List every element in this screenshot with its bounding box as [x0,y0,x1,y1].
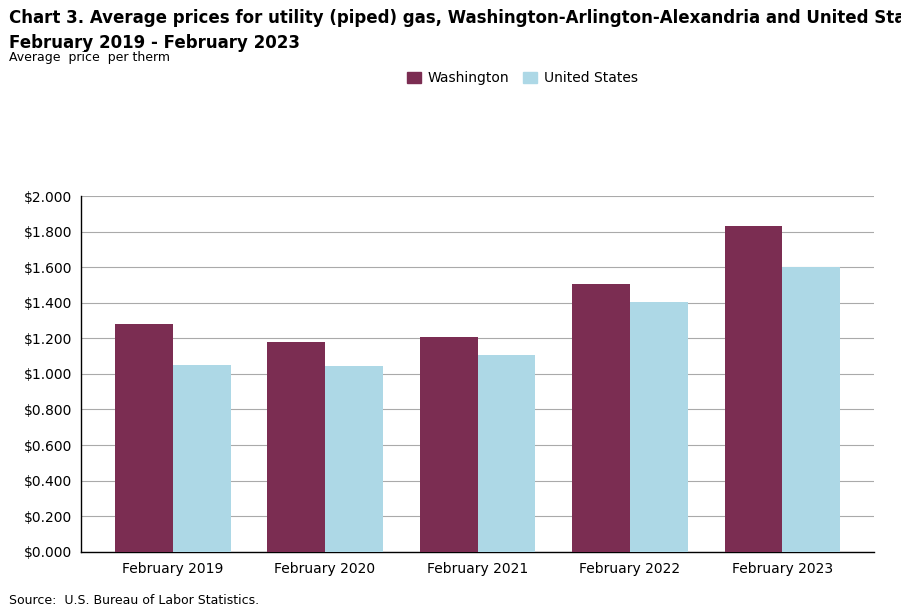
Legend: Washington, United States: Washington, United States [407,71,638,85]
Bar [478,355,535,552]
Bar [173,365,231,552]
Bar [630,302,688,552]
Bar [325,365,383,552]
Bar [267,342,325,552]
Text: February 2019 - February 2023: February 2019 - February 2023 [9,34,300,51]
Bar [782,267,841,552]
Bar [420,337,478,552]
Text: Chart 3. Average prices for utility (piped) gas, Washington-Arlington-Alexandria: Chart 3. Average prices for utility (pip… [9,9,901,27]
Bar [572,284,630,552]
Text: Average  price  per therm: Average price per therm [9,51,170,64]
Text: Source:  U.S. Bureau of Labor Statistics.: Source: U.S. Bureau of Labor Statistics. [9,594,259,607]
Bar [114,324,173,552]
Bar [724,226,782,552]
